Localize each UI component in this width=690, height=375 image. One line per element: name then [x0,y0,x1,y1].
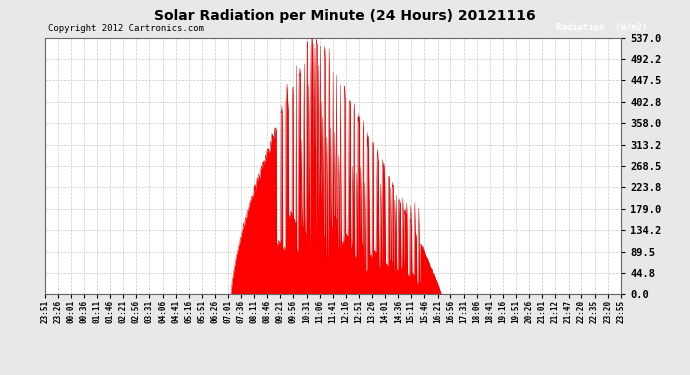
Text: Copyright 2012 Cartronics.com: Copyright 2012 Cartronics.com [48,24,204,33]
Text: Radiation  (W/m2): Radiation (W/m2) [556,22,648,32]
Text: Solar Radiation per Minute (24 Hours) 20121116: Solar Radiation per Minute (24 Hours) 20… [154,9,536,23]
